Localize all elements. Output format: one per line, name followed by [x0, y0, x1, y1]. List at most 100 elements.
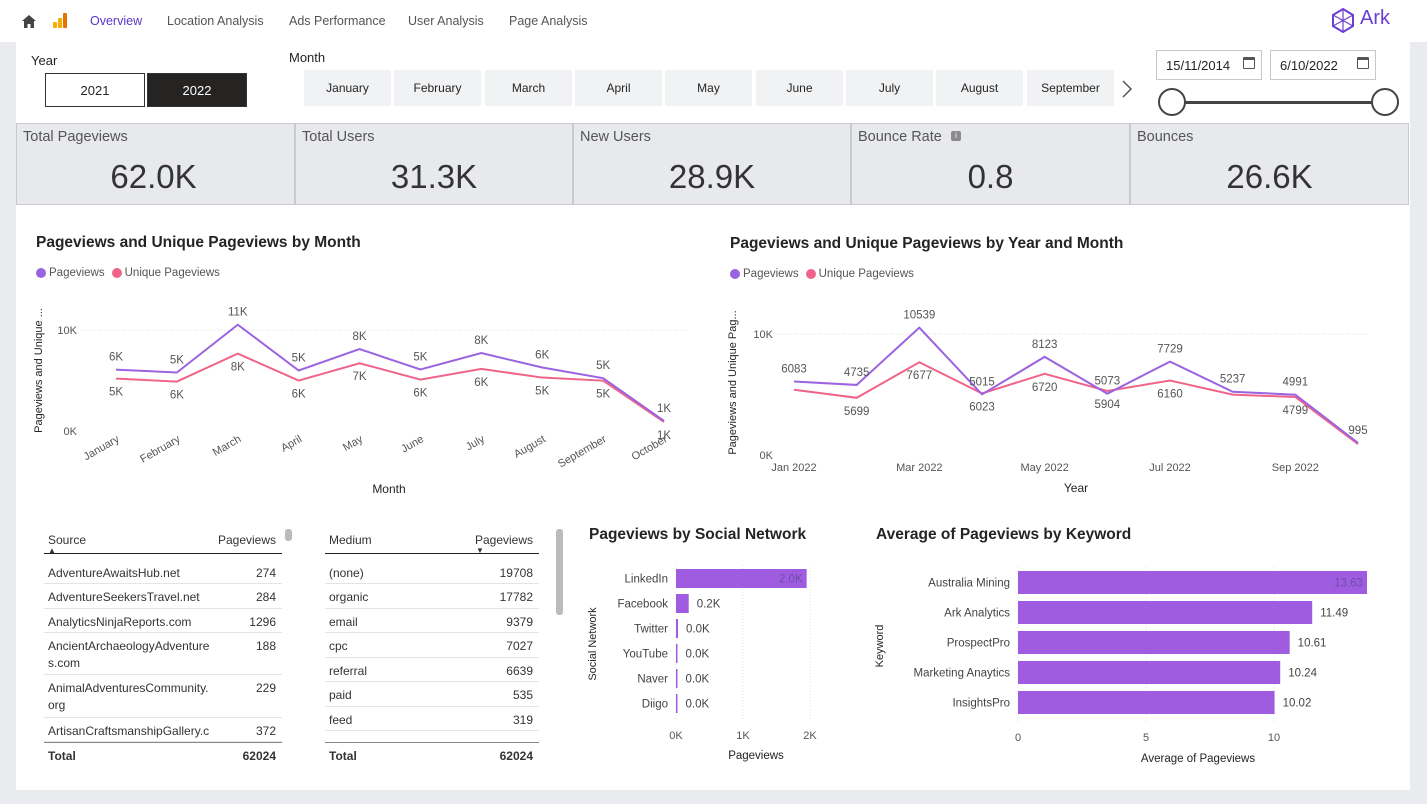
date-start-value: 15/11/2014 [1166, 58, 1231, 73]
month-january-button[interactable]: January [304, 70, 391, 106]
top-nav-bar: Overview Location Analysis Ads Performan… [0, 0, 1427, 42]
category-label: YouTube [623, 649, 668, 661]
column-header-pageviews[interactable]: Pageviews [217, 533, 276, 547]
table-row[interactable]: referral 6639 [325, 658, 539, 682]
kpi-card-total-users: Total Users 31.3K [295, 123, 573, 205]
table-row[interactable]: ArtisanCraftsmanshipGallery.c 372 [44, 718, 282, 742]
month-may-button[interactable]: May [665, 70, 752, 106]
category-label: Facebook [617, 599, 668, 611]
chart-legend: Pageviews Unique Pageviews [36, 267, 220, 279]
column-header-medium[interactable]: Medium [329, 533, 372, 547]
info-icon[interactable]: i [951, 131, 961, 141]
month-september-button[interactable]: September [1027, 70, 1114, 106]
x-tick-label: January [82, 433, 122, 463]
table-header: Source ▲ Pageviews [44, 530, 282, 555]
month-june-button[interactable]: June [756, 70, 843, 106]
data-label: 6160 [1157, 389, 1183, 401]
column-header-pageviews[interactable]: Pageviews [474, 533, 533, 547]
date-range-slider-start-handle[interactable] [1158, 88, 1186, 116]
pageviews-cell: 319 [512, 713, 533, 727]
calendar-icon[interactable] [1243, 57, 1255, 69]
calendar-icon[interactable] [1357, 57, 1369, 69]
month-august-button[interactable]: August [936, 70, 1023, 106]
x-tick-label: September [556, 433, 609, 470]
data-label: 0.0K [686, 699, 710, 711]
table-row[interactable]: (none) 19708 [325, 560, 539, 584]
data-label: 995 [1348, 425, 1367, 437]
table-row[interactable]: AnalyticsNinjaReports.com 1296 [44, 609, 282, 633]
tab-user-analysis[interactable]: User Analysis [408, 14, 484, 28]
column-header-source[interactable]: Source [48, 533, 87, 547]
chart-title: Pageviews and Unique Pageviews by Year a… [730, 235, 1124, 252]
data-label: 5073 [1095, 376, 1121, 388]
data-label: 5K [596, 389, 610, 401]
x-tick-label: Jul 2022 [1149, 462, 1191, 474]
table-row[interactable]: paid 535 [325, 682, 539, 707]
table-row[interactable]: AnimalAdventuresCommunity.org 229 [44, 675, 282, 718]
year-2021-button[interactable]: 2021 [45, 73, 145, 107]
date-end-field[interactable]: 6/10/2022 [1270, 50, 1376, 80]
month-march-button[interactable]: March [485, 70, 572, 106]
pageviews-cell: 535 [512, 688, 533, 702]
data-label: 7729 [1157, 344, 1183, 356]
category-label: LinkedIn [625, 574, 668, 586]
bar-chart-social-network: 0K 1K 2K Pageviews Social Network LinkedIn 2.0… [587, 565, 817, 762]
bar [676, 594, 689, 613]
data-label: 10539 [903, 310, 935, 322]
pageviews-cell: 6639 [506, 664, 533, 678]
medium-cell: email [329, 615, 358, 629]
month-april-button[interactable]: April [575, 70, 662, 106]
table-row[interactable]: email 9379 [325, 609, 539, 633]
table-row[interactable]: cpc 7027 [325, 633, 539, 658]
scrollbar[interactable] [556, 529, 563, 615]
tab-ads-performance[interactable]: Ads Performance [289, 14, 386, 28]
bar [676, 669, 678, 688]
y-axis-label: Keyword [874, 625, 886, 668]
chart-title: Average of Pageviews by Keyword [876, 526, 1132, 543]
month-february-button[interactable]: February [394, 70, 481, 106]
source-cell: AnimalAdventuresCommunity.org [48, 681, 209, 712]
data-label: 5K [109, 387, 123, 399]
data-label: 6083 [781, 363, 807, 375]
year-2022-button[interactable]: 2022 [147, 73, 247, 107]
data-label: 5699 [844, 406, 870, 418]
table-row[interactable]: AdventureSeekersTravel.net 284 [44, 584, 282, 609]
month-july-button[interactable]: July [846, 70, 933, 106]
kpi-title: New Users [580, 129, 651, 145]
table-row[interactable]: feed 319 [325, 707, 539, 731]
tab-page-analysis[interactable]: Page Analysis [509, 14, 588, 28]
date-range-slider-end-handle[interactable] [1371, 88, 1399, 116]
kpi-title: Bounce Rate [858, 129, 942, 145]
category-label: Twitter [634, 624, 668, 636]
medium-table: Medium Pageviews ▼ (none) 19708 organic 177… [325, 530, 539, 770]
legend-marker [805, 269, 816, 279]
table-row[interactable]: AncientArchaeologyAdventures.com 188 [44, 633, 282, 675]
table-row[interactable]: AdventureAwaitsHub.net 274 [44, 560, 282, 584]
total-value: 62024 [499, 749, 533, 763]
date-start-field[interactable]: 15/11/2014 [1156, 50, 1262, 80]
category-label: ProspectPro [947, 638, 1010, 650]
data-label: 10.61 [1298, 638, 1327, 650]
kpi-title: Total Users [302, 129, 375, 145]
x-tick-label: March [211, 433, 243, 459]
data-label: 7677 [907, 370, 933, 382]
data-label: 6K [292, 389, 306, 401]
home-icon[interactable] [21, 14, 37, 29]
tab-overview[interactable]: Overview [90, 14, 143, 28]
pageviews-cell: 188 [255, 639, 276, 653]
tab-location-analysis[interactable]: Location Analysis [167, 14, 264, 28]
x-tick-label: Mar 2022 [896, 462, 942, 474]
chart-legend: Pageviews Unique Pageviews [730, 268, 914, 280]
scrollbar[interactable] [285, 529, 292, 541]
pageviews-cell: 17782 [499, 590, 533, 604]
table-row[interactable]: organic 17782 [325, 584, 539, 609]
source-cell: AnalyticsNinjaReports.com [48, 615, 192, 629]
sort-ascending-icon: ▲ [48, 546, 56, 555]
sort-descending-icon: ▼ [476, 546, 484, 555]
category-label: Diigo [642, 699, 668, 711]
y-tick-label: 10K [57, 325, 77, 337]
x-tick-label: October [630, 433, 670, 463]
kpi-value: 26.6K [1226, 158, 1313, 195]
data-label: 5015 [969, 376, 995, 388]
chevron-right-icon[interactable] [1120, 79, 1134, 99]
